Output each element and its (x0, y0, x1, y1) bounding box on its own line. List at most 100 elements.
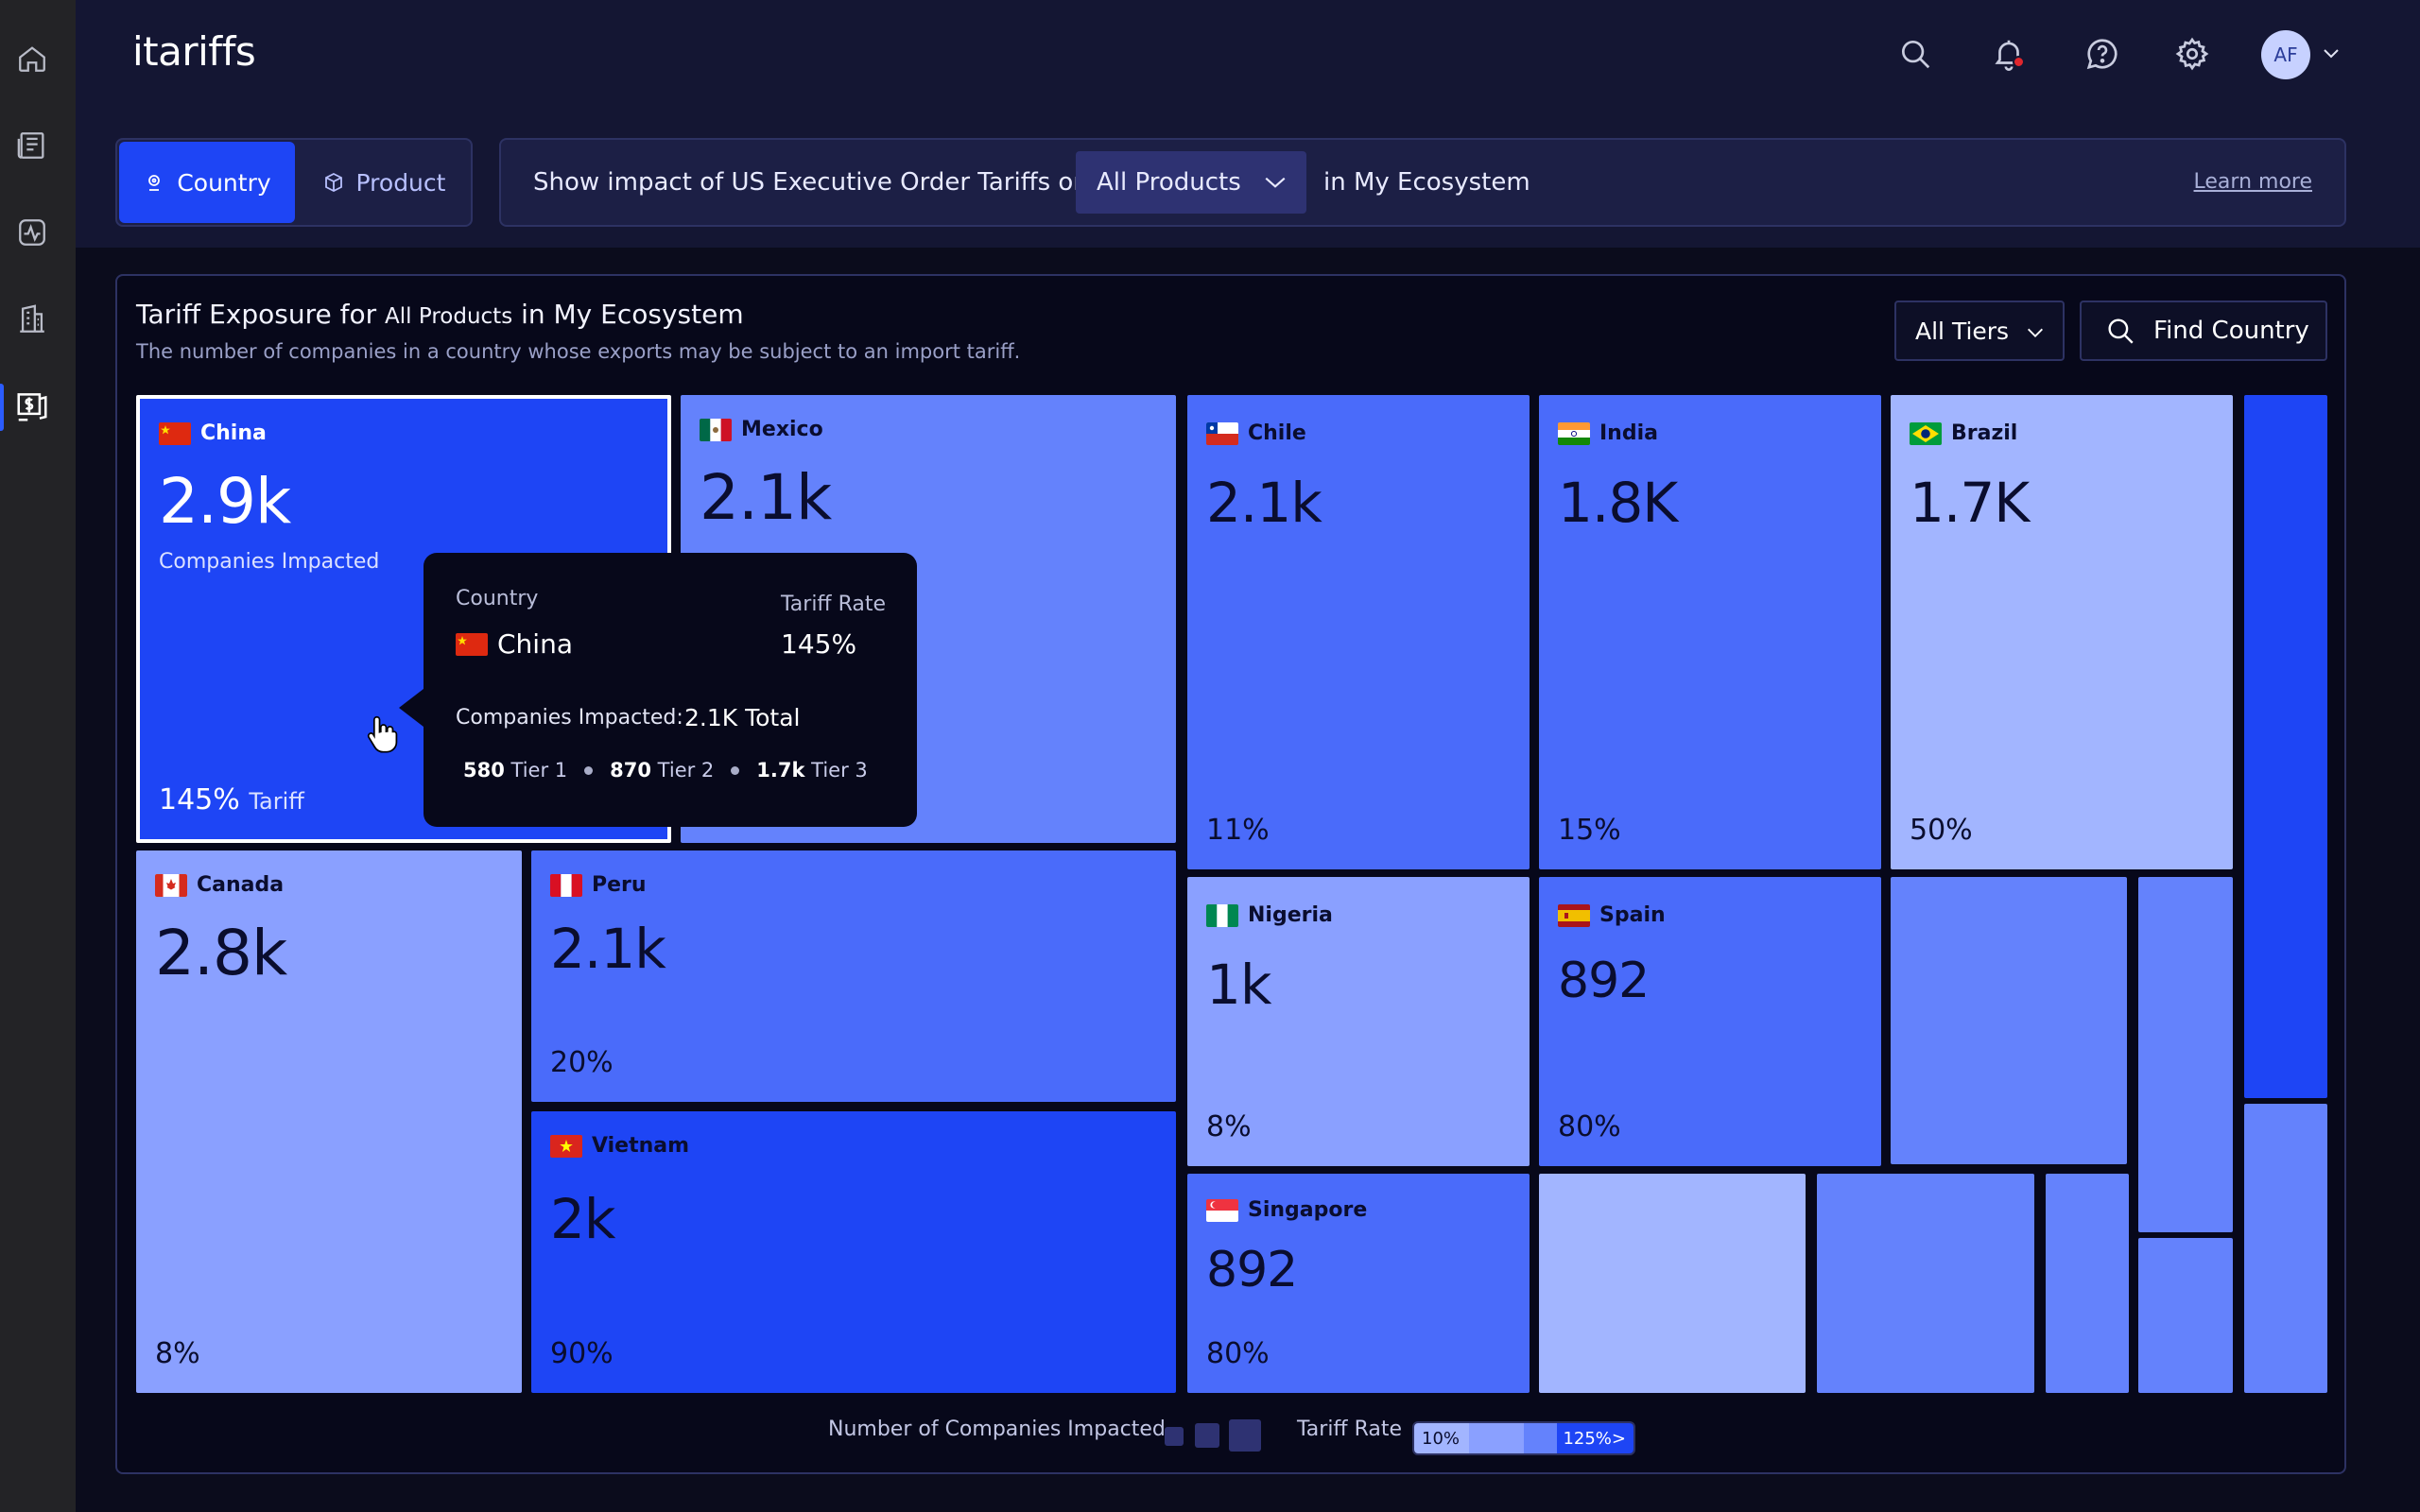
find-country-button[interactable]: Find Country (2080, 301, 2327, 361)
help-icon[interactable] (2081, 32, 2124, 76)
tile-india[interactable]: India 1.8K 15% (1539, 395, 1881, 869)
tier2-count: 870 (610, 759, 651, 782)
flag-nigeria-icon (1206, 903, 1238, 927)
tiers-dropdown-label: All Tiers (1915, 317, 2010, 345)
tier3-item: 1.7k Tier 3 (756, 759, 867, 782)
tile-nigeria[interactable]: Nigeria 1k 8% (1187, 877, 1530, 1166)
tile-spain-count: 892 (1558, 953, 1650, 1009)
filter-suffix: in My Ecosystem (1323, 168, 1530, 197)
flag-china-icon (456, 632, 488, 656)
user-avatar[interactable]: AF (2261, 30, 2310, 79)
flag-india-icon (1558, 421, 1590, 445)
flag-china-icon (159, 421, 191, 445)
tile-unlabeled[interactable] (2138, 1238, 2233, 1393)
tile-peru-rate: 20% (550, 1046, 614, 1079)
tile-spain[interactable]: Spain 892 80% (1539, 877, 1881, 1166)
tile-canada-label: Canada (197, 873, 285, 897)
country-toggle-label: Country (177, 168, 271, 197)
tile-peru-name: Peru (550, 873, 647, 897)
tile-brazil-rate: 50% (1910, 814, 1973, 847)
tile-canada[interactable]: Canada 2.8k 8% (136, 850, 522, 1393)
tariff-icon[interactable] (13, 387, 51, 425)
legend-size-large (1229, 1419, 1261, 1452)
tile-chile-label: Chile (1248, 421, 1306, 445)
tile-mexico-count: 2.1k (700, 461, 832, 534)
tile-china-rate-value: 145% (159, 783, 240, 816)
tile-unlabeled[interactable] (1817, 1174, 2034, 1393)
panel-title-prefix: Tariff Exposure for (136, 299, 377, 330)
hand-cursor-icon (365, 713, 401, 760)
app-logo[interactable]: itariffs (132, 28, 256, 75)
tile-brazil-name: Brazil (1910, 421, 2017, 445)
tile-vietnam[interactable]: Vietnam 2k 90% (531, 1111, 1176, 1393)
separator-dot (584, 765, 594, 775)
flag-brazil-icon (1910, 421, 1942, 445)
tier1-count: 580 (463, 759, 505, 782)
tile-india-rate: 15% (1558, 814, 1621, 847)
tile-china-rate-label: Tariff (249, 788, 304, 815)
tile-vietnam-label: Vietnam (592, 1134, 690, 1158)
building-icon[interactable] (13, 301, 51, 338)
tile-singapore-rate: 80% (1206, 1337, 1270, 1370)
tile-brazil[interactable]: Brazil 1.7K 50% (1891, 395, 2233, 869)
rate-scale-min: 10% (1422, 1429, 1461, 1449)
tile-spain-label: Spain (1599, 903, 1666, 927)
rate-seg (1469, 1423, 1524, 1453)
separator-dot (731, 765, 740, 775)
chevron-down-icon (1265, 177, 1286, 188)
tile-vietnam-name: Vietnam (550, 1134, 689, 1158)
filter-prefix: Show impact of US Executive Order Tariff… (533, 168, 1089, 197)
tile-canada-count: 2.8k (155, 917, 287, 989)
tile-unlabeled[interactable] (1891, 877, 2127, 1164)
tooltip-rate-label: Tariff Rate (781, 593, 887, 616)
tile-singapore[interactable]: Singapore 892 80% (1187, 1174, 1530, 1393)
bell-icon[interactable] (1987, 32, 2031, 76)
learn-more-link[interactable]: Learn more (2193, 170, 2312, 194)
view-toggle: Country Product (115, 138, 473, 227)
product-dropdown[interactable]: All Products (1076, 151, 1306, 214)
box-icon (324, 172, 342, 193)
tile-singapore-count: 892 (1206, 1242, 1298, 1298)
search-icon[interactable] (1893, 32, 1937, 76)
tile-mexico-label: Mexico (741, 418, 823, 441)
tiers-dropdown[interactable]: All Tiers (1894, 301, 2065, 361)
settings-icon[interactable] (2170, 32, 2214, 76)
news-icon[interactable] (13, 127, 51, 164)
panel-title: Tariff Exposure for All Products in My E… (136, 299, 744, 330)
tile-peru[interactable]: Peru 2.1k 20% (531, 850, 1176, 1102)
tile-peru-count: 2.1k (550, 917, 666, 981)
tile-chile-name: Chile (1206, 421, 1306, 445)
tile-nigeria-label: Nigeria (1248, 903, 1333, 927)
tile-china-rate: 145% Tariff (159, 783, 304, 816)
tile-mexico-name: Mexico (700, 418, 823, 441)
tile-chile[interactable]: Chile 2.1k 11% (1187, 395, 1530, 869)
panel-title-suffix: in My Ecosystem (521, 299, 744, 330)
tile-singapore-name: Singapore (1206, 1198, 1367, 1222)
home-icon[interactable] (13, 40, 51, 77)
chevron-down-icon (2028, 328, 2043, 337)
legend-companies-label: Number of Companies Impacted (828, 1418, 1166, 1441)
activity-icon[interactable] (13, 214, 51, 251)
chevron-down-icon[interactable] (2320, 42, 2342, 68)
tile-unlabeled[interactable] (2244, 395, 2327, 1098)
tile-spain-name: Spain (1558, 903, 1666, 927)
country-toggle-button[interactable]: Country (119, 142, 295, 223)
tile-canada-name: Canada (155, 873, 284, 897)
tier2-label: Tier 2 (657, 759, 715, 782)
tile-unlabeled[interactable] (2046, 1174, 2129, 1393)
tile-nigeria-name: Nigeria (1206, 903, 1333, 927)
tile-unlabeled[interactable] (2138, 877, 2233, 1232)
tooltip-tier-breakdown: 580 Tier 1 870 Tier 2 1.7k Tier 3 (463, 759, 868, 782)
tile-unlabeled[interactable] (1539, 1174, 1806, 1393)
tier3-count: 1.7k (756, 759, 805, 782)
tile-spain-rate: 80% (1558, 1110, 1621, 1143)
tile-china-count: 2.9k (159, 465, 291, 538)
sidebar (0, 0, 76, 1512)
rate-seg (1524, 1423, 1557, 1453)
rate-scale-max: 125%> (1563, 1429, 1626, 1449)
legend-size-small (1165, 1427, 1184, 1446)
product-toggle-button[interactable]: Product (299, 142, 469, 223)
tile-unlabeled[interactable] (2244, 1104, 2327, 1393)
rate-seg (1556, 1423, 1634, 1453)
panel-subtitle: The number of companies in a country who… (136, 340, 1021, 363)
